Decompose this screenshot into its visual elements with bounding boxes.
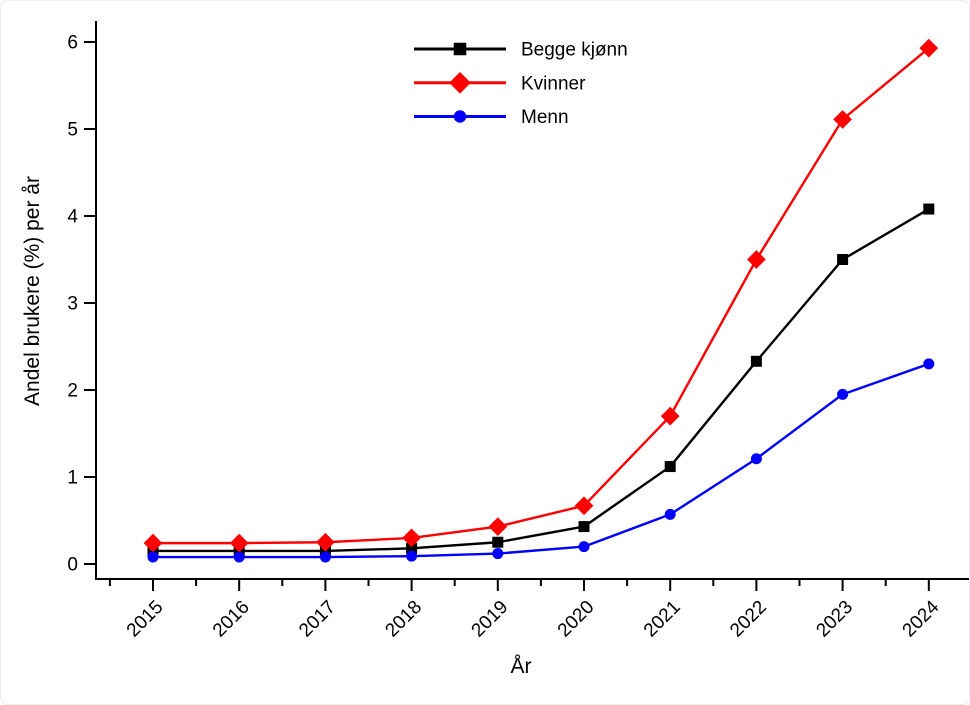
x-axis-tick-label: 2021 — [640, 597, 685, 642]
data-point-begge-kjonn-2023 — [837, 254, 849, 265]
data-point-begge-kjonn-2019 — [492, 536, 504, 548]
data-point-menn-2017 — [319, 551, 331, 563]
legend-label-kvinner: Kvinner — [521, 73, 586, 94]
data-point-kvinner-2018 — [402, 528, 421, 548]
data-point-begge-kjonn-2018 — [406, 542, 418, 554]
x-axis-tick-label: 2018 — [381, 597, 426, 642]
x-axis-tick-label: 2020 — [554, 597, 599, 642]
series-line-begge-kjonn — [153, 208, 930, 553]
series-kvinner — [143, 38, 939, 553]
x-axis-tick-label: 2017 — [295, 597, 340, 642]
data-point-kvinner-2022 — [747, 250, 766, 269]
data-point-begge-kjonn-2021 — [664, 461, 676, 473]
x-axis-title: År — [511, 655, 532, 678]
series-layer — [143, 38, 939, 563]
y-axis-tick-label: 5 — [67, 120, 78, 141]
data-point-menn-2019 — [492, 548, 504, 560]
y-axis-tick-label: 4 — [67, 207, 78, 228]
data-point-menn-2016 — [233, 551, 245, 563]
data-point-begge-kjonn-2020 — [578, 521, 590, 533]
legend-item-kvinner: Kvinner — [414, 72, 586, 94]
legend-label-menn: Menn — [521, 107, 569, 128]
x-axis-tick-label: 2015 — [123, 597, 168, 642]
series-begge-kjonn — [147, 203, 935, 557]
series-line-kvinner — [153, 47, 930, 545]
legend-marker-kvinner — [449, 72, 471, 94]
data-point-kvinner-2017 — [316, 532, 335, 552]
y-axis-tick-label: 3 — [67, 294, 78, 315]
legend-marker-menn — [453, 110, 467, 123]
data-point-menn-2018 — [406, 550, 418, 562]
data-point-kvinner-2021 — [660, 406, 680, 426]
data-point-kvinner-2023 — [833, 110, 852, 129]
data-point-menn-2022 — [750, 453, 762, 465]
data-point-kvinner-2016 — [229, 533, 249, 553]
legend-layer: Begge kjønn Kvinner Menn — [414, 40, 628, 128]
x-axis-tick-label: 2019 — [468, 597, 513, 642]
data-point-menn-2023 — [837, 388, 849, 400]
y-axis-tick-label: 1 — [67, 468, 78, 489]
data-point-kvinner-2024 — [919, 38, 939, 58]
data-point-kvinner-2019 — [488, 517, 508, 536]
legend-marker-begge-kjonn — [453, 42, 467, 56]
data-point-menn-2024 — [923, 358, 935, 370]
data-point-menn-2021 — [664, 508, 676, 520]
y-axis-title: Andel brukere (%) per år — [21, 176, 44, 406]
axes-layer: 0 1 2 3 4 5 6 2015 2016 2017 2018 2019 2020 2021 2022 2… — [67, 21, 969, 641]
series-menn — [147, 358, 935, 563]
data-point-begge-kjonn-2024 — [923, 203, 935, 215]
legend-item-begge-kjonn: Begge kjønn — [414, 40, 628, 61]
y-axis-tick-label: 0 — [67, 555, 78, 576]
x-axis-tick-label: 2023 — [812, 597, 857, 642]
data-point-menn-2015 — [147, 551, 159, 563]
x-axis-tick-label: 2016 — [209, 597, 254, 642]
x-axis-tick-label: 2024 — [899, 596, 944, 641]
legend-item-menn: Menn — [414, 107, 569, 128]
data-point-kvinner-2015 — [143, 533, 163, 553]
series-line-menn — [153, 362, 930, 559]
data-point-menn-2020 — [578, 541, 590, 553]
data-point-begge-kjonn-2022 — [750, 355, 762, 367]
y-axis-tick-label: 2 — [67, 381, 78, 402]
data-point-kvinner-2020 — [574, 496, 594, 516]
y-axis-tick-label: 6 — [67, 33, 78, 54]
x-axis-tick-label: 2022 — [726, 597, 771, 642]
legend-label-begge-kjonn: Begge kjønn — [521, 40, 628, 61]
